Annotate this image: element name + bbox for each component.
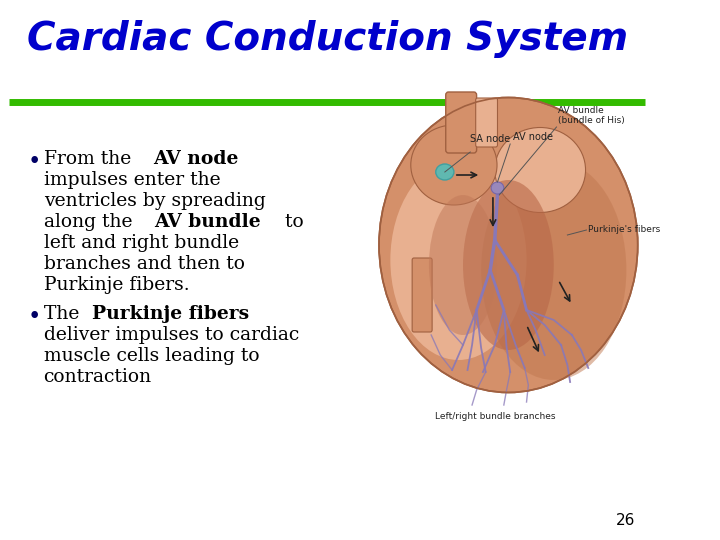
Text: SA node: SA node xyxy=(470,134,510,144)
FancyBboxPatch shape xyxy=(476,98,498,147)
FancyBboxPatch shape xyxy=(446,92,477,153)
Text: impulses enter the: impulses enter the xyxy=(44,171,220,189)
Ellipse shape xyxy=(481,160,626,380)
Text: •: • xyxy=(27,150,40,173)
Text: left and right bundle: left and right bundle xyxy=(44,234,239,252)
FancyBboxPatch shape xyxy=(412,258,432,332)
Text: contraction: contraction xyxy=(44,368,152,386)
Text: The: The xyxy=(44,305,85,323)
Text: •: • xyxy=(27,305,40,328)
Text: Cardiac Conduction System: Cardiac Conduction System xyxy=(27,20,629,58)
Ellipse shape xyxy=(390,160,526,360)
Text: muscle cells leading to: muscle cells leading to xyxy=(44,347,259,365)
Text: AV bundle: AV bundle xyxy=(154,213,261,231)
Text: Purkinje fibers.: Purkinje fibers. xyxy=(44,276,189,294)
Text: From the: From the xyxy=(44,150,137,168)
Ellipse shape xyxy=(463,180,554,350)
Ellipse shape xyxy=(429,195,497,335)
Text: AV node: AV node xyxy=(513,132,553,142)
Text: to: to xyxy=(279,213,304,231)
Text: branches and then to: branches and then to xyxy=(44,255,245,273)
Text: Left/right bundle branches: Left/right bundle branches xyxy=(434,412,555,421)
Text: Purkinje's fibers: Purkinje's fibers xyxy=(588,226,660,234)
Ellipse shape xyxy=(491,182,504,194)
Text: AV bundle
(bundle of His): AV bundle (bundle of His) xyxy=(558,106,625,125)
Ellipse shape xyxy=(379,98,638,393)
Text: deliver impulses to cardiac: deliver impulses to cardiac xyxy=(44,326,299,344)
Text: AV node: AV node xyxy=(153,150,238,168)
Ellipse shape xyxy=(436,164,454,180)
Text: along the: along the xyxy=(44,213,138,231)
Ellipse shape xyxy=(411,125,497,205)
Text: 26: 26 xyxy=(616,513,636,528)
Text: Purkinje fibers: Purkinje fibers xyxy=(92,305,249,323)
Text: ventricles by spreading: ventricles by spreading xyxy=(44,192,266,210)
Ellipse shape xyxy=(495,127,585,213)
